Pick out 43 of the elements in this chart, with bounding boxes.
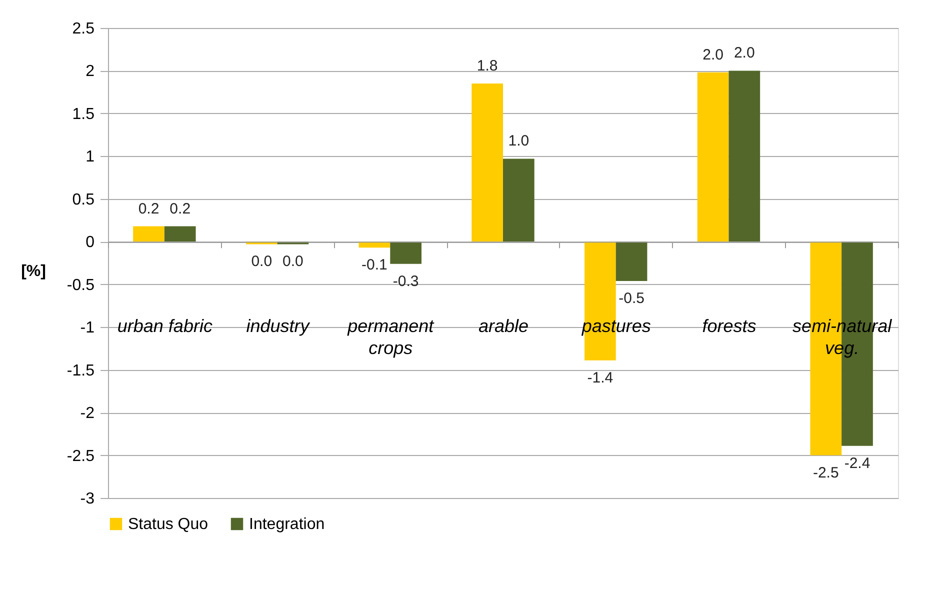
data-label: -0.5 — [618, 290, 644, 307]
bar — [164, 226, 196, 242]
bar — [616, 242, 648, 281]
x-tick-label: urban fabric — [117, 316, 212, 336]
y-tick-label: -0.5 — [66, 276, 95, 294]
bar — [697, 72, 729, 242]
data-label: 1.0 — [508, 132, 530, 150]
data-label: -2.5 — [812, 464, 839, 482]
y-tick-label: -1 — [80, 320, 95, 337]
x-tick-label: semi-natural veg. — [792, 316, 893, 358]
y-tick-label: -2.5 — [66, 448, 95, 465]
y-tick-label: 0.5 — [72, 191, 95, 208]
data-label: -0.1 — [362, 256, 388, 274]
bar — [472, 84, 503, 242]
y-tick-label: 1.5 — [72, 106, 95, 123]
y-axis-title: [%] — [21, 262, 46, 280]
data-label: 0.0 — [282, 253, 304, 270]
y-tick-label: -2 — [80, 405, 95, 422]
y-tick-label: 0 — [86, 234, 95, 252]
x-tick-label: forests — [702, 316, 756, 336]
x-tick-label: permanent crops — [346, 316, 435, 358]
bar — [503, 158, 534, 242]
bar — [728, 70, 760, 242]
bar — [390, 242, 422, 264]
y-tick-label: -1.5 — [66, 362, 95, 380]
y-tick-label: 2.5 — [72, 20, 95, 38]
data-label: 2.0 — [734, 44, 755, 62]
y-tick-label: -3 — [80, 490, 95, 508]
bar — [133, 226, 164, 242]
legend-label: Integration — [249, 516, 325, 533]
data-label: 0.0 — [251, 253, 272, 270]
data-label: 1.8 — [476, 58, 498, 75]
data-label: -2.4 — [844, 454, 870, 472]
data-label: -1.4 — [587, 369, 614, 386]
x-tick-label: industry — [246, 316, 310, 336]
x-tick-label: arable — [478, 316, 529, 336]
y-tick-label: 2 — [86, 63, 95, 80]
data-label: -0.3 — [392, 272, 419, 290]
legend-label: Status Quo — [128, 516, 208, 533]
data-label: 0.2 — [170, 200, 191, 218]
y-tick-label: 1 — [86, 148, 95, 166]
data-label: 2.0 — [702, 46, 724, 64]
data-label: 0.2 — [138, 200, 160, 218]
